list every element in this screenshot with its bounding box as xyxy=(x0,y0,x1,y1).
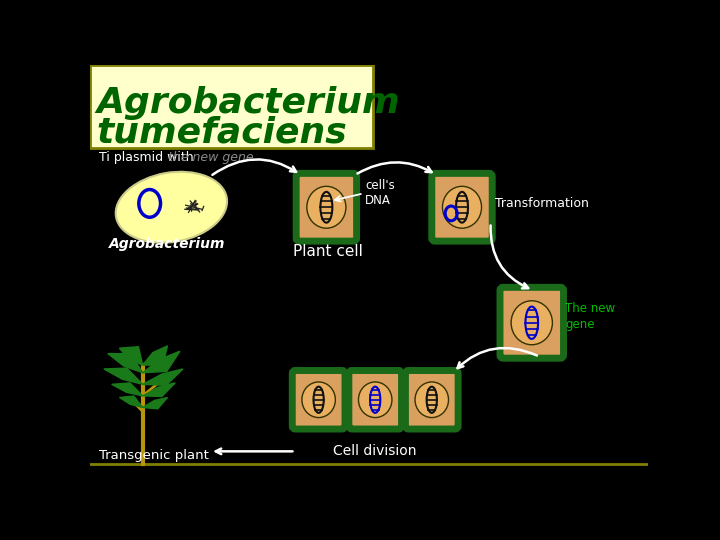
Text: Transgenic plant: Transgenic plant xyxy=(99,449,210,462)
Ellipse shape xyxy=(302,382,336,417)
FancyBboxPatch shape xyxy=(296,173,356,241)
FancyBboxPatch shape xyxy=(500,287,564,358)
Ellipse shape xyxy=(443,186,482,228)
Text: Cell division: Cell division xyxy=(333,444,417,458)
FancyBboxPatch shape xyxy=(90,65,373,148)
FancyBboxPatch shape xyxy=(349,370,402,429)
Polygon shape xyxy=(143,397,168,409)
Ellipse shape xyxy=(359,382,392,417)
Polygon shape xyxy=(120,396,143,408)
Polygon shape xyxy=(143,346,168,365)
Polygon shape xyxy=(120,347,143,365)
Polygon shape xyxy=(112,383,143,396)
FancyBboxPatch shape xyxy=(292,370,345,429)
FancyBboxPatch shape xyxy=(432,173,492,241)
FancyBboxPatch shape xyxy=(405,370,458,429)
Polygon shape xyxy=(143,351,180,373)
Ellipse shape xyxy=(415,382,449,417)
Text: Transformation: Transformation xyxy=(495,197,589,210)
Ellipse shape xyxy=(307,186,346,228)
Text: the new gene: the new gene xyxy=(168,151,253,164)
Ellipse shape xyxy=(511,301,552,345)
Text: Ti plasmid with: Ti plasmid with xyxy=(99,151,198,164)
Polygon shape xyxy=(108,354,143,373)
Text: The new
gene: The new gene xyxy=(565,302,615,331)
Text: Agrobacterium: Agrobacterium xyxy=(96,86,400,120)
Polygon shape xyxy=(104,368,143,384)
Text: Agrobacterium: Agrobacterium xyxy=(109,237,226,251)
Text: Plant cell: Plant cell xyxy=(293,245,363,259)
Text: tumefaciens: tumefaciens xyxy=(96,116,347,150)
Ellipse shape xyxy=(116,172,227,242)
Text: cell's
DNA: cell's DNA xyxy=(365,179,395,207)
Polygon shape xyxy=(143,369,183,385)
Polygon shape xyxy=(143,383,175,396)
